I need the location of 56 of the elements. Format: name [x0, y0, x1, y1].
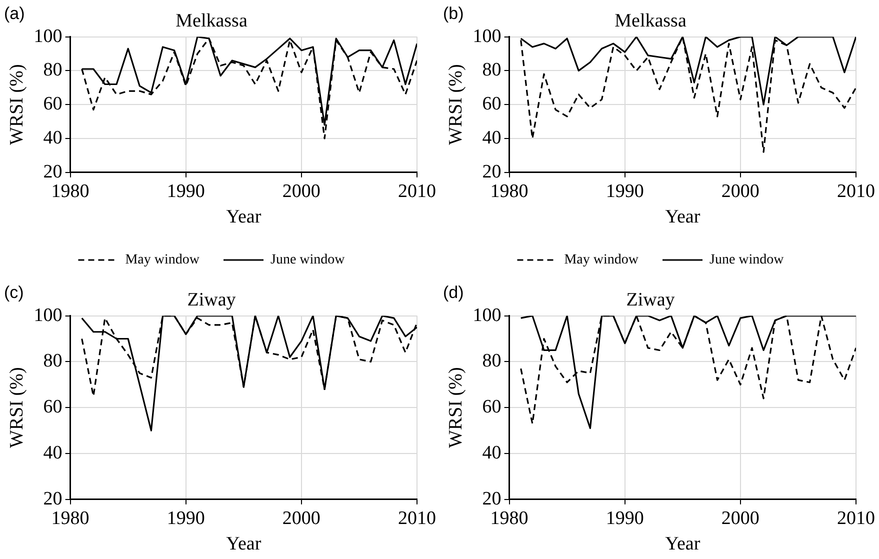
y-tick-label: 100: [34, 304, 62, 326]
y-tick-label: 100: [472, 26, 502, 47]
x-tick-label: 2000: [282, 508, 320, 529]
y-tick-label: 80: [482, 350, 502, 372]
y-tick-label: 60: [482, 396, 502, 418]
chart-title: Melkassa: [614, 10, 687, 32]
y-tick-label: 40: [43, 442, 62, 464]
x-axis-title: Year: [226, 534, 262, 555]
y-axis-title: WRSI (%): [6, 367, 28, 448]
x-tick-label: 2000: [721, 180, 760, 202]
y-tick-label: 60: [43, 396, 62, 418]
chart-title: Melkassa: [176, 10, 248, 32]
text: (a): [4, 4, 25, 24]
x-tick-label: 2010: [398, 180, 436, 202]
x-tick-label: 2000: [282, 180, 320, 202]
text: (b): [443, 4, 464, 24]
x-axis-title: Year: [226, 206, 262, 228]
y-tick-label: 40: [482, 127, 502, 148]
chart-title: Ziway: [626, 289, 676, 310]
x-tick-label: 2000: [721, 508, 760, 529]
legend-label: June window: [710, 252, 785, 268]
x-tick-label: 1980: [51, 508, 90, 529]
x-tick-label: 1980: [490, 508, 528, 529]
x-axis-title: Year: [665, 534, 701, 555]
y-tick-label: 80: [43, 350, 62, 372]
legend-label: May window: [564, 252, 640, 268]
y-tick-label: 40: [43, 127, 62, 148]
x-tick-label: 2010: [837, 180, 875, 202]
chart-title: Ziway: [187, 289, 236, 310]
x-tick-label: 1990: [606, 508, 644, 529]
y-tick-label: 60: [482, 94, 502, 115]
y-axis-title: WRSI (%): [445, 367, 466, 448]
y-tick-label: 100: [34, 26, 62, 47]
legend-label: June window: [270, 252, 346, 268]
x-tick-label: 1980: [51, 180, 90, 202]
y-tick-label: 60: [43, 94, 62, 115]
y-axis-title: WRSI (%): [445, 64, 466, 145]
text: (c): [4, 283, 24, 302]
y-tick-label: 80: [43, 60, 62, 81]
y-tick-label: 100: [472, 304, 502, 326]
y-tick-label: 40: [482, 442, 502, 464]
y-tick-label: 20: [482, 161, 502, 182]
y-tick-label: 20: [482, 488, 502, 510]
y-tick-label: 80: [482, 60, 502, 81]
x-axis-title: Year: [665, 206, 701, 228]
y-tick-label: 20: [43, 488, 62, 510]
x-tick-label: 1990: [606, 180, 644, 202]
text: (d): [443, 283, 464, 302]
y-tick-label: 20: [43, 161, 62, 182]
x-tick-label: 1990: [166, 508, 205, 529]
x-tick-label: 1980: [490, 180, 528, 202]
y-axis-title: WRSI (%): [6, 64, 28, 145]
legend-label: May window: [125, 252, 200, 268]
x-tick-label: 2010: [398, 508, 436, 529]
x-tick-label: 2010: [837, 508, 875, 529]
x-tick-label: 1990: [166, 180, 205, 202]
